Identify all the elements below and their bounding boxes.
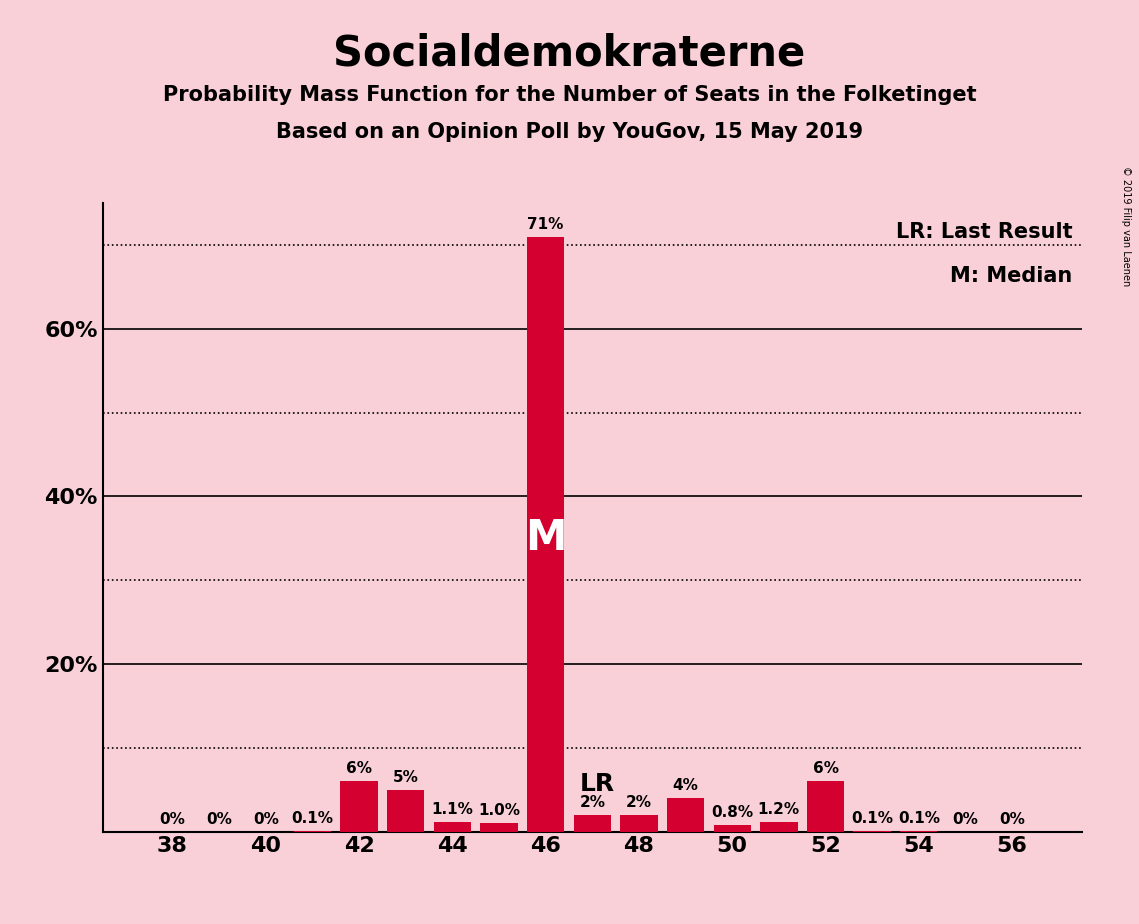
Bar	[434, 822, 472, 832]
Text: 0%: 0%	[999, 811, 1025, 827]
Text: M: M	[525, 517, 566, 559]
Bar	[527, 237, 564, 832]
Text: 0.1%: 0.1%	[292, 810, 334, 826]
Text: 0%: 0%	[206, 811, 232, 827]
Text: 1.0%: 1.0%	[478, 803, 521, 818]
Text: 0.1%: 0.1%	[898, 810, 940, 826]
Text: 0%: 0%	[159, 811, 186, 827]
Text: 1.1%: 1.1%	[432, 802, 474, 818]
Bar	[760, 821, 797, 832]
Text: 0.8%: 0.8%	[711, 805, 753, 820]
Text: 4%: 4%	[673, 778, 698, 793]
Text: Socialdemokraterne: Socialdemokraterne	[334, 32, 805, 74]
Text: 71%: 71%	[527, 217, 564, 232]
Text: © 2019 Filip van Laenen: © 2019 Filip van Laenen	[1121, 166, 1131, 286]
Text: 2%: 2%	[626, 795, 652, 809]
Text: Based on an Opinion Poll by YouGov, 15 May 2019: Based on an Opinion Poll by YouGov, 15 M…	[276, 122, 863, 142]
Text: 6%: 6%	[812, 761, 838, 776]
Text: 1.2%: 1.2%	[757, 801, 800, 817]
Text: Probability Mass Function for the Number of Seats in the Folketinget: Probability Mass Function for the Number…	[163, 85, 976, 105]
Text: 0%: 0%	[952, 811, 978, 827]
Bar	[667, 798, 704, 832]
Text: 6%: 6%	[346, 761, 372, 776]
Text: LR: Last Result: LR: Last Result	[895, 222, 1072, 242]
Text: 5%: 5%	[393, 770, 419, 784]
Bar	[574, 815, 611, 832]
Text: LR: LR	[580, 772, 615, 796]
Bar	[387, 790, 425, 832]
Bar	[713, 825, 751, 832]
Text: 2%: 2%	[580, 795, 605, 809]
Text: M: Median: M: Median	[950, 266, 1072, 286]
Bar	[806, 782, 844, 832]
Text: 0%: 0%	[253, 811, 279, 827]
Text: 0.1%: 0.1%	[851, 810, 893, 826]
Bar	[341, 782, 378, 832]
Bar	[621, 815, 657, 832]
Bar	[481, 823, 517, 832]
